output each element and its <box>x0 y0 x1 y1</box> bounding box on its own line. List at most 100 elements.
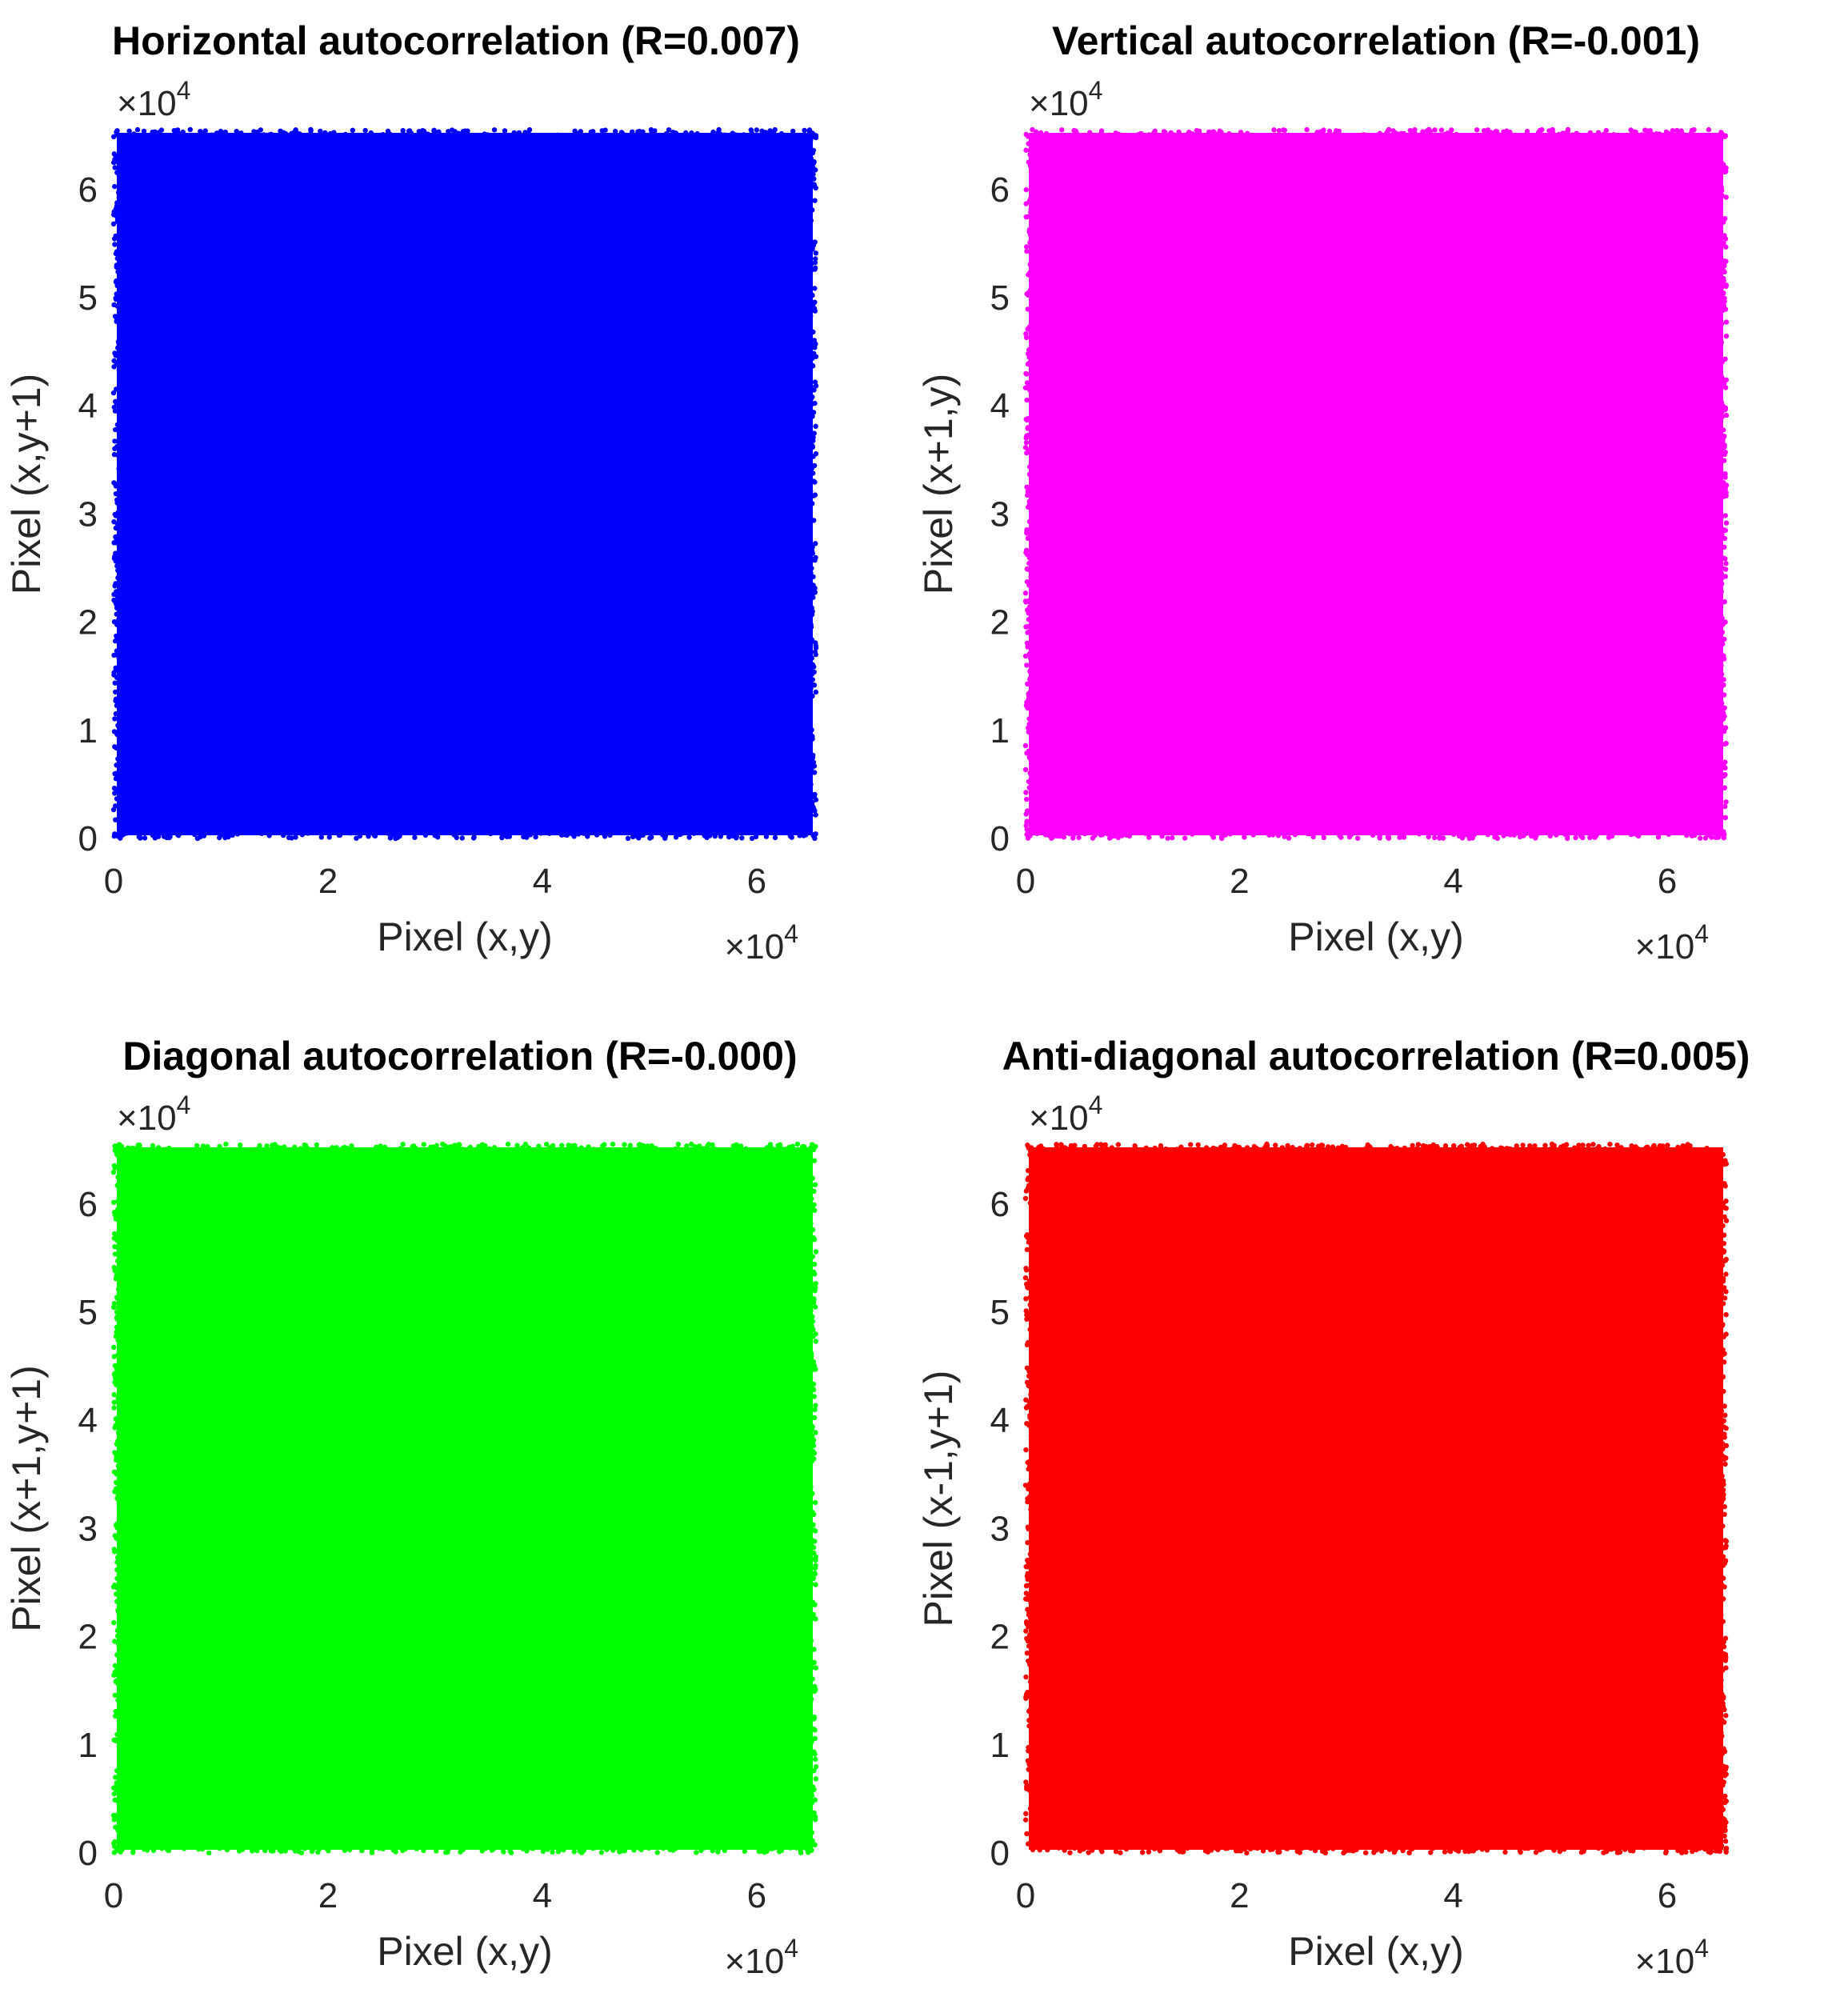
scatter-point <box>1025 644 1030 650</box>
scatter-point <box>1244 1850 1250 1856</box>
scatter-point <box>1030 474 1036 480</box>
scatter-point <box>117 482 122 487</box>
scatter-point <box>112 1692 118 1698</box>
scatter-point <box>1674 127 1680 134</box>
scatter-point <box>673 130 678 136</box>
scatter-point <box>1718 1427 1723 1433</box>
scatter-point <box>118 1395 124 1400</box>
scatter-point <box>1054 1144 1060 1151</box>
scatter-point <box>812 1304 818 1310</box>
scatter-point <box>1717 1837 1723 1843</box>
scatter-point <box>807 1216 813 1223</box>
scatter-point <box>1025 426 1030 431</box>
scatter-point <box>809 413 815 419</box>
scatter-point <box>1718 811 1723 818</box>
x-tick-label: 0 <box>1016 1876 1035 1915</box>
scatter-point <box>1716 1629 1722 1635</box>
scatter-point <box>1025 681 1030 687</box>
scatter-point <box>1722 1657 1728 1663</box>
scatter-point <box>150 1847 157 1854</box>
scatter-point <box>258 127 263 133</box>
scatter-point <box>1027 288 1033 294</box>
scatter-point <box>112 1363 118 1369</box>
scatter-point <box>206 1850 212 1856</box>
scatter-point <box>222 130 228 135</box>
scatter-point <box>811 1456 817 1462</box>
scatter-point <box>613 128 618 134</box>
scatter-point <box>315 1849 321 1855</box>
scatter-point <box>1030 1847 1036 1853</box>
scatter-point <box>1247 829 1253 834</box>
scatter-point <box>639 1147 646 1154</box>
scatter-point <box>173 829 178 835</box>
scatter-point <box>1627 1149 1634 1155</box>
scatter-point <box>118 1375 125 1380</box>
scatter-point <box>1442 1143 1449 1149</box>
scatter-point <box>1162 130 1168 135</box>
scatter-point <box>1024 662 1030 668</box>
scatter-point <box>516 130 522 136</box>
chart-panel-1: Horizontal autocorrelation (R=0.007)0 2 4 6… <box>4 18 819 966</box>
scatter-point <box>1428 1144 1434 1151</box>
scatter-point <box>1465 1142 1470 1147</box>
scatter-point <box>1565 128 1570 134</box>
scatter-point <box>1478 1143 1483 1150</box>
scatter-point <box>1301 830 1306 835</box>
scatter-point <box>1355 835 1361 841</box>
scatter-point <box>741 132 746 138</box>
scatter-point <box>130 1850 136 1855</box>
scatter-point <box>653 1146 658 1151</box>
scatter-point <box>113 665 118 670</box>
scatter-point <box>630 129 635 134</box>
scatter-point <box>1607 1142 1613 1147</box>
scatter-point <box>813 167 818 173</box>
scatter-point <box>434 1143 439 1149</box>
scatter-point <box>1723 741 1729 746</box>
scatter-point <box>1618 1145 1624 1151</box>
scatter-point <box>176 1148 182 1155</box>
scatter-point <box>1023 1188 1030 1194</box>
scatter-point <box>1723 1543 1729 1549</box>
scatter-point <box>601 828 606 834</box>
scatter-point <box>737 1143 742 1149</box>
scatter-point <box>733 132 738 138</box>
scatter-point <box>1104 830 1110 837</box>
scatter-point <box>1389 1846 1394 1851</box>
scatter-point <box>1494 835 1501 842</box>
scatter-point <box>1721 240 1726 246</box>
scatter-point <box>1655 834 1662 840</box>
scatter-point <box>111 134 117 140</box>
scatter-point <box>806 1393 812 1399</box>
y-tick-label: 1 <box>990 711 1010 750</box>
scatter-point <box>111 652 117 658</box>
scatter-point <box>806 1256 812 1262</box>
scatter-point <box>114 255 120 262</box>
scatter-point <box>1716 1772 1722 1778</box>
scatter-point <box>1708 1849 1714 1855</box>
scatter-point <box>215 132 222 138</box>
scatter-point <box>113 1216 119 1222</box>
scatter-point <box>813 1764 819 1770</box>
y-tick-label: 0 <box>78 1834 98 1873</box>
scatter-point <box>590 129 596 134</box>
scatter-point <box>590 1147 596 1152</box>
scatter-point <box>196 1847 202 1852</box>
scatter-point <box>1498 1147 1504 1153</box>
scatter-point <box>808 488 814 494</box>
scatter-point <box>1294 1147 1300 1154</box>
scatter-point <box>1596 1845 1602 1851</box>
scatter-point <box>118 174 124 181</box>
scatter-point <box>1717 737 1722 742</box>
scatter-point <box>114 1479 119 1486</box>
scatter-point <box>1072 1845 1078 1851</box>
scatter-point <box>1716 1215 1722 1222</box>
scatter-point <box>1550 1148 1556 1154</box>
scatter-point <box>1722 814 1729 821</box>
scatter-point <box>1030 1815 1036 1821</box>
scatter-point <box>1026 1723 1032 1729</box>
scatter-point <box>1430 1846 1436 1851</box>
scatter-point <box>1025 1758 1031 1763</box>
scatter-point <box>1400 1847 1406 1854</box>
scatter-point <box>446 129 451 134</box>
scatter-point <box>1214 1149 1219 1155</box>
